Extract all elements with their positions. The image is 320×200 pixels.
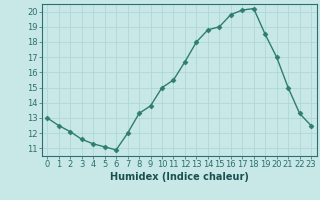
X-axis label: Humidex (Indice chaleur): Humidex (Indice chaleur) [110, 172, 249, 182]
